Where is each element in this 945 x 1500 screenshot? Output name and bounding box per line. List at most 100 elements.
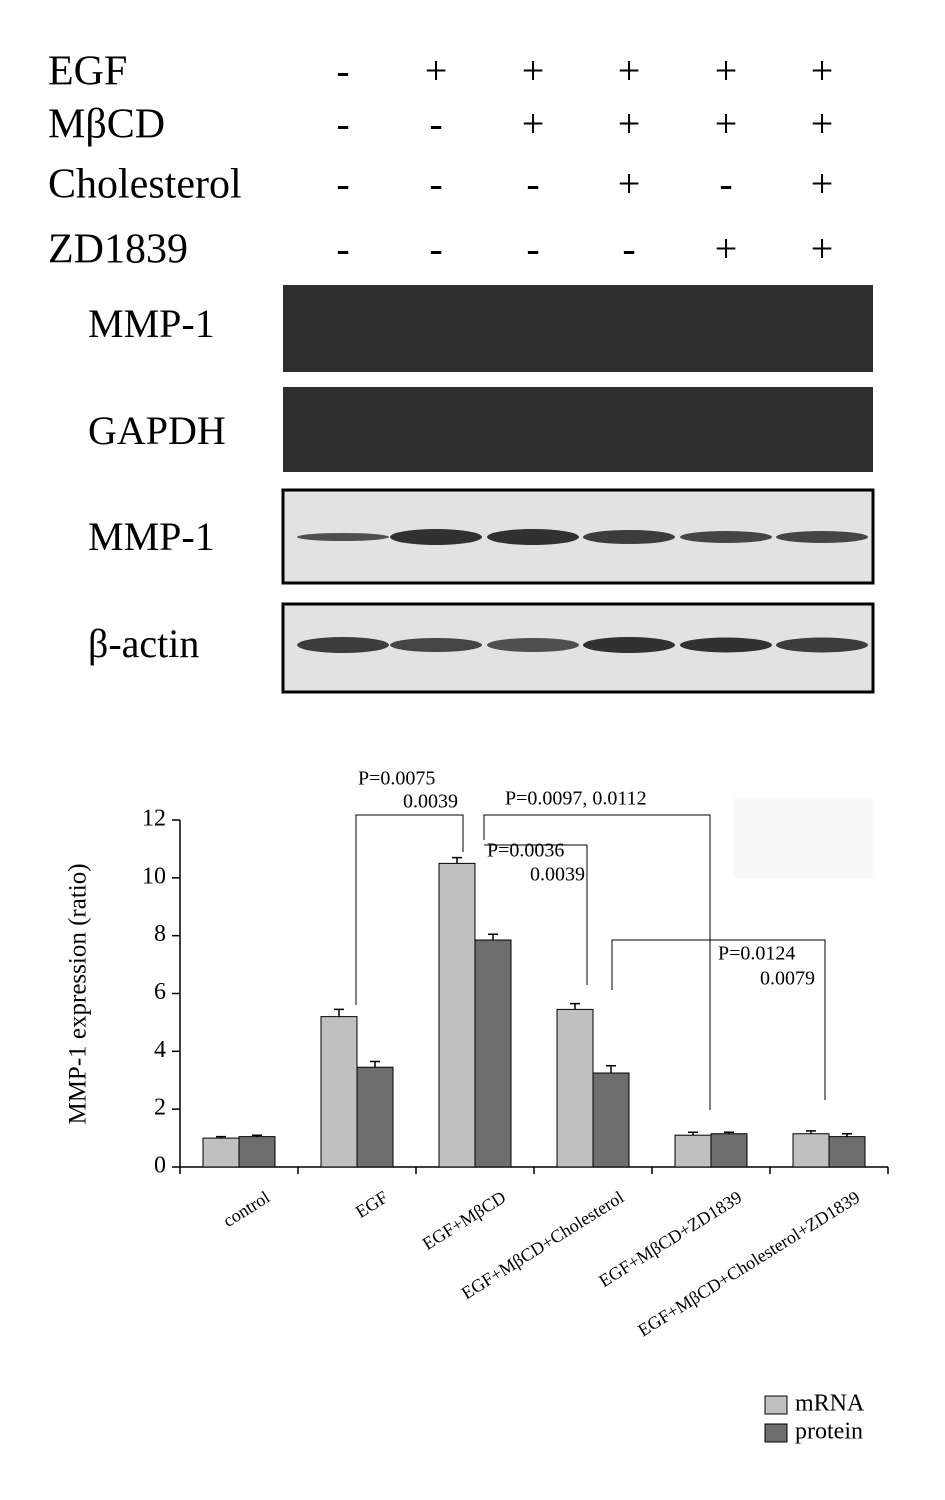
treatment-sign: + [522, 101, 545, 146]
bar [356, 1066, 394, 1168]
treatment-sign: - [526, 161, 539, 206]
western-band [487, 529, 579, 545]
error-bar [724, 1131, 734, 1134]
y-tick-label: 2 [154, 1095, 166, 1121]
legend-label: mRNA [795, 1391, 865, 1417]
gel-panel [283, 285, 873, 372]
treatment-label: EGF [48, 49, 127, 95]
bar [674, 1134, 712, 1168]
legend-label: protein [795, 1419, 863, 1445]
bar [474, 939, 512, 1168]
p-value-annotation: P=0.0097, 0.0112 [505, 788, 647, 810]
bar [828, 1136, 866, 1168]
western-band [776, 637, 868, 653]
error-bar [334, 1008, 344, 1017]
error-bar [252, 1134, 262, 1137]
p-value-annotation: P=0.0036 [487, 840, 564, 862]
treatment-sign: + [618, 161, 641, 206]
bar [320, 1016, 358, 1168]
treatment-sign: - [336, 48, 349, 93]
treatment-sign: + [425, 48, 448, 93]
bar [592, 1072, 630, 1168]
treatment-label: ZD1839 [48, 227, 188, 273]
p-value-annotation: 0.0039 [403, 791, 458, 813]
p-value-annotation: 0.0079 [760, 968, 815, 990]
x-tick-label: control [219, 1187, 273, 1231]
bar [238, 1136, 276, 1168]
error-bar [570, 1002, 580, 1010]
p-value-annotation: 0.0039 [530, 864, 585, 886]
gel-panel [283, 387, 873, 472]
treatment-sign: + [715, 226, 738, 271]
error-bar [452, 856, 462, 864]
treatment-sign: - [429, 101, 442, 146]
error-bar [806, 1130, 816, 1134]
treatment-sign: + [811, 161, 834, 206]
western-band [680, 637, 772, 653]
y-tick-label: 0 [154, 1153, 166, 1179]
treatment-sign: + [522, 48, 545, 93]
y-tick-label: 6 [154, 979, 166, 1005]
x-tick-label: EGF+MβCD [419, 1187, 510, 1254]
blot-label: GAPDH [88, 408, 226, 453]
treatment-sign: - [336, 226, 349, 271]
error-bar [488, 933, 498, 941]
legend-swatch [764, 1395, 788, 1415]
y-tick-label: 8 [154, 921, 166, 947]
treatment-label: Cholesterol [48, 162, 242, 208]
treatment-sign: + [811, 101, 834, 146]
treatment-sign: - [429, 226, 442, 271]
p-value-annotation: P=0.0075 [358, 768, 435, 790]
legend-swatch [764, 1423, 788, 1443]
treatment-sign: - [622, 226, 635, 271]
y-tick-label: 4 [154, 1037, 166, 1063]
y-axis-label: MMP-1 expression (ratio) [65, 863, 92, 1124]
treatment-label: MβCD [48, 102, 165, 148]
treatment-sign: + [618, 101, 641, 146]
treatment-sign: + [618, 48, 641, 93]
y-tick-label: 10 [142, 863, 166, 889]
blot-label: MMP-1 [88, 301, 215, 346]
p-value-annotation: P=0.0124 [718, 943, 795, 965]
blot-label: MMP-1 [88, 514, 215, 559]
y-tick-label: 12 [142, 806, 166, 832]
western-band [390, 529, 482, 545]
treatment-sign: + [811, 48, 834, 93]
treatment-sign: + [715, 101, 738, 146]
bar [556, 1008, 594, 1168]
blots: MMP-1 GAPDH MMP-1 β-actin [88, 285, 875, 694]
error-bar [606, 1065, 616, 1074]
bar [710, 1133, 748, 1168]
blot-label: β-actin [88, 621, 199, 666]
western-band [297, 533, 389, 541]
western-band [390, 638, 482, 652]
bar [792, 1133, 830, 1168]
x-tick-label: EGF [352, 1187, 391, 1222]
significance-bracket [355, 814, 464, 1005]
western-band [487, 638, 579, 652]
western-band [776, 531, 868, 543]
significance-bracket [483, 814, 711, 1110]
error-bar [842, 1133, 852, 1137]
western-band [297, 637, 389, 653]
bar [202, 1137, 240, 1168]
error-bar [216, 1135, 226, 1139]
x-tick-label: EGF+MβCD+Cholesterol+ZD1839 [634, 1187, 863, 1340]
western-band [583, 530, 675, 544]
bar [438, 862, 476, 1168]
background-patch [733, 797, 873, 878]
significance-bracket [611, 939, 826, 1100]
treatment-sign: + [811, 226, 834, 271]
error-bar [688, 1131, 698, 1136]
treatment-sign: - [526, 226, 539, 271]
treatment-sign: + [715, 48, 738, 93]
treatment-sign: - [336, 101, 349, 146]
treatment-sign: - [719, 161, 732, 206]
western-band [583, 637, 675, 653]
significance-bracket [484, 844, 588, 985]
western-band [680, 531, 772, 543]
treatment-sign: - [336, 161, 349, 206]
error-bar [370, 1060, 380, 1068]
treatment-sign: - [429, 161, 442, 206]
